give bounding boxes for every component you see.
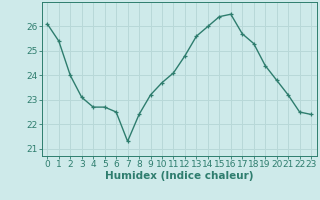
X-axis label: Humidex (Indice chaleur): Humidex (Indice chaleur): [105, 171, 253, 181]
